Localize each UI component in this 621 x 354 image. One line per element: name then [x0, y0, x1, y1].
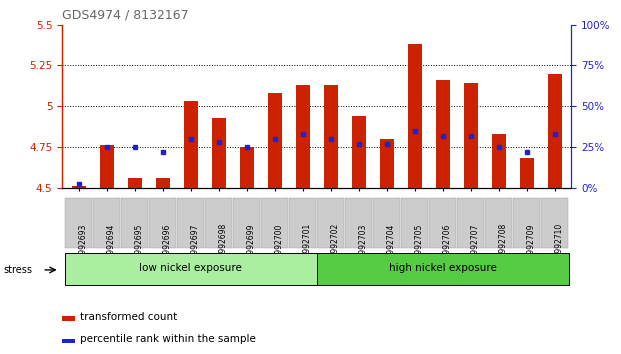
Text: GSM992705: GSM992705: [415, 223, 424, 269]
Bar: [178, 199, 204, 248]
Bar: [62, 316, 75, 321]
Text: GSM992698: GSM992698: [219, 223, 228, 269]
Bar: [296, 85, 310, 188]
Bar: [429, 199, 456, 248]
Bar: [520, 158, 533, 188]
Bar: [268, 93, 282, 188]
Text: GSM992710: GSM992710: [555, 223, 563, 269]
Bar: [212, 118, 226, 188]
Text: GSM992704: GSM992704: [387, 223, 396, 269]
Bar: [184, 101, 198, 188]
Text: GSM992695: GSM992695: [135, 223, 144, 269]
Text: GSM992709: GSM992709: [527, 223, 535, 269]
Bar: [317, 253, 568, 285]
Bar: [317, 199, 344, 248]
Text: GSM992701: GSM992701: [302, 223, 312, 269]
Bar: [261, 199, 288, 248]
Bar: [541, 199, 568, 248]
Bar: [373, 199, 400, 248]
Text: GSM992707: GSM992707: [471, 223, 479, 269]
Text: GSM992693: GSM992693: [79, 223, 88, 269]
Text: GSM992702: GSM992702: [331, 223, 340, 269]
Bar: [62, 338, 75, 343]
Bar: [345, 199, 372, 248]
Bar: [351, 116, 366, 188]
Bar: [65, 199, 93, 248]
Bar: [324, 85, 338, 188]
Bar: [548, 74, 561, 188]
Bar: [93, 199, 120, 248]
Bar: [240, 147, 254, 188]
Bar: [72, 186, 86, 188]
Text: GSM992696: GSM992696: [163, 223, 172, 269]
Text: GSM992700: GSM992700: [274, 223, 284, 269]
Text: percentile rank within the sample: percentile rank within the sample: [80, 334, 256, 344]
Bar: [407, 44, 422, 188]
Text: GDS4974 / 8132167: GDS4974 / 8132167: [62, 9, 189, 22]
Bar: [464, 84, 478, 188]
Bar: [379, 139, 394, 188]
Bar: [122, 199, 148, 248]
Bar: [150, 199, 176, 248]
Text: GSM992706: GSM992706: [443, 223, 451, 269]
Bar: [457, 199, 484, 248]
Text: GSM992697: GSM992697: [191, 223, 200, 269]
Text: stress: stress: [3, 265, 32, 275]
Text: transformed count: transformed count: [80, 312, 177, 322]
Text: GSM992703: GSM992703: [359, 223, 368, 269]
Bar: [206, 199, 232, 248]
Text: GSM992708: GSM992708: [499, 223, 507, 269]
Bar: [435, 80, 450, 188]
Text: GSM992699: GSM992699: [247, 223, 256, 269]
Text: GSM992694: GSM992694: [107, 223, 116, 269]
Bar: [65, 253, 317, 285]
Text: high nickel exposure: high nickel exposure: [389, 263, 497, 273]
Bar: [233, 199, 260, 248]
Bar: [156, 178, 170, 188]
Text: low nickel exposure: low nickel exposure: [139, 263, 242, 273]
Bar: [485, 199, 512, 248]
Bar: [100, 145, 114, 188]
Bar: [513, 199, 540, 248]
Bar: [128, 178, 142, 188]
Bar: [289, 199, 316, 248]
Bar: [401, 199, 428, 248]
Bar: [492, 134, 505, 188]
